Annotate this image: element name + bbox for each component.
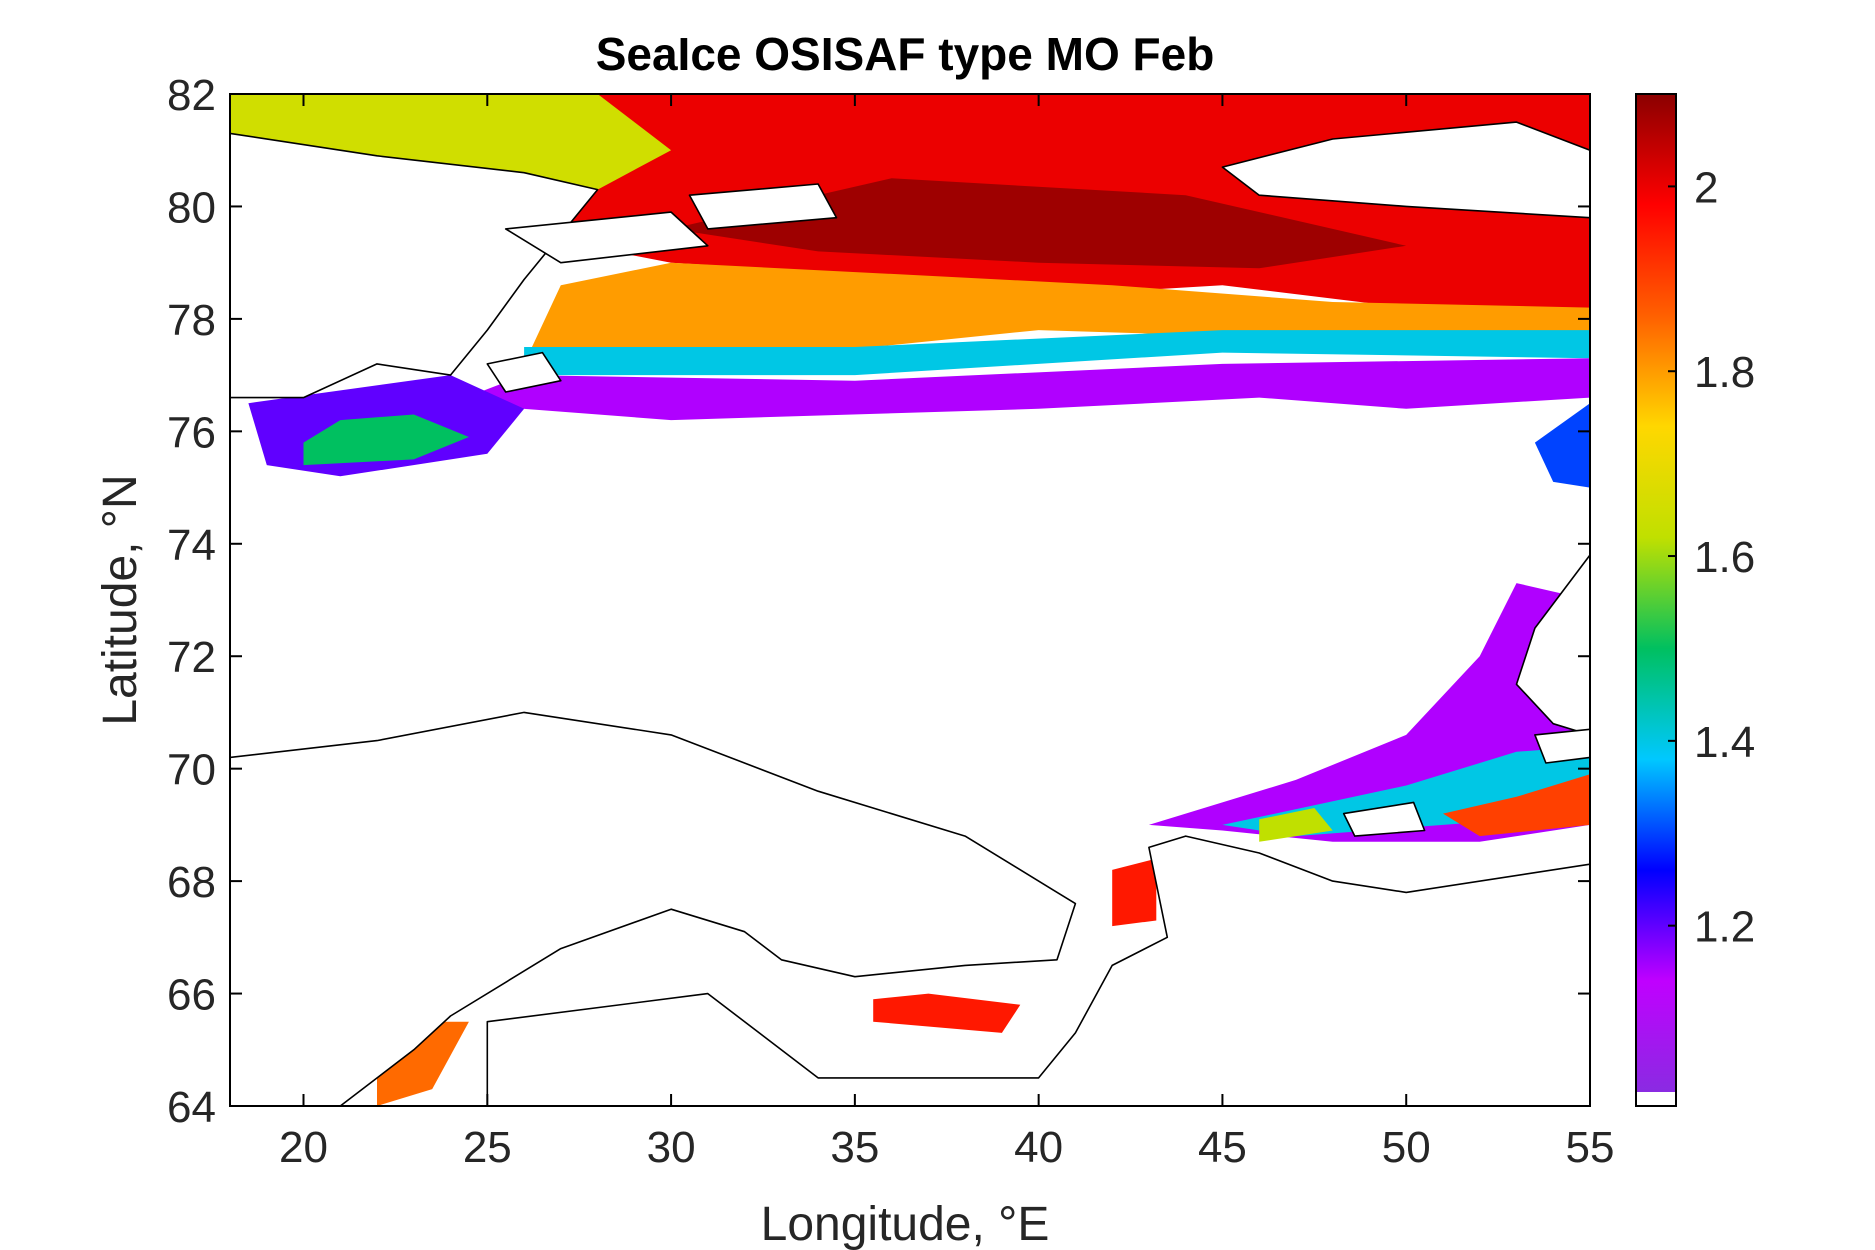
- x-tick-label: 50: [1382, 1123, 1431, 1172]
- y-tick-label: 64: [167, 1083, 216, 1132]
- ice-region-north-band-blue-edge: [524, 330, 1590, 376]
- land-svalbard: [230, 132, 599, 399]
- ice-region-pechora-sea-green: [1259, 808, 1333, 842]
- y-tick-label: 74: [167, 521, 216, 570]
- colorbar-ticks: 1.2 1.4 1.6 1.8 2: [1668, 163, 1755, 952]
- x-tick-label: 30: [647, 1123, 696, 1172]
- x-axis-label: Longitude, °E: [761, 1198, 1050, 1250]
- y-tick-label: 80: [167, 183, 216, 232]
- x-tick-label: 35: [830, 1123, 879, 1172]
- plot-area: [229, 93, 1591, 1107]
- colorbar-tick-label: 1.4: [1694, 718, 1755, 767]
- land-nordaustlandet: [504, 211, 709, 264]
- colorbar-gradient: [1636, 94, 1676, 1092]
- y-axis-label: Latitude, °N: [94, 474, 147, 725]
- ice-region-north-band-green: [230, 94, 672, 190]
- y-tick-label: 68: [167, 858, 216, 907]
- y-tick-label: 76: [167, 408, 216, 457]
- x-axis: 20 25 30 35 40 45 50 55: [279, 94, 1614, 1172]
- land-vaygach: [1534, 728, 1590, 764]
- colorbar-tick-label: 1.6: [1694, 533, 1755, 582]
- land-scandinavia-kola: [230, 711, 1077, 1106]
- plot-frame: [229, 93, 1591, 1107]
- ice-region-gulf-of-bothnia: [377, 1021, 469, 1106]
- x-tick-label: 20: [279, 1123, 328, 1172]
- colorbar-frame: [1635, 93, 1677, 1107]
- x-tick-label: 40: [1014, 1123, 1063, 1172]
- land-franz-josef-land: [1221, 121, 1590, 219]
- land-kolguev-island: [1342, 801, 1426, 837]
- ice-region-north-band-purple-edge: [450, 358, 1590, 421]
- land-kvitoya-island: [688, 183, 838, 230]
- y-tick-label: 66: [167, 971, 216, 1020]
- x-tick-label: 25: [463, 1123, 512, 1172]
- land-masks: [230, 121, 1590, 1106]
- ice-region-onega-bay: [873, 993, 1021, 1033]
- colorbar-no-data: [1636, 1092, 1676, 1106]
- ice-region-pechora-sea-orange: [1443, 774, 1590, 837]
- y-tick-label: 70: [167, 746, 216, 795]
- y-axis: 64 66 68 70 72 74 76 78 80 82: [167, 71, 1590, 1132]
- ice-region-north-band-dark-core: [671, 178, 1407, 269]
- land-kanin-mainland: [486, 835, 1590, 1106]
- land-barentsoya: [486, 351, 562, 393]
- x-tick-label: 45: [1198, 1123, 1247, 1172]
- land-novaya-zemlya-south: [1515, 554, 1590, 736]
- x-tick-label: 55: [1566, 1123, 1615, 1172]
- ice-regions: [230, 94, 1590, 1106]
- chart-title: SeaIce OSISAF type MO Feb: [596, 28, 1215, 80]
- colorbar: 1.2 1.4 1.6 1.8 2: [1635, 93, 1755, 1107]
- ice-region-mezen-bay: [1112, 858, 1157, 927]
- colorbar-tick-label: 1.8: [1694, 348, 1755, 397]
- colorbar-tick-label: 2: [1694, 163, 1718, 212]
- y-tick-label: 82: [167, 71, 216, 120]
- ice-region-novaya-zemlya-edge: [1534, 403, 1590, 488]
- ice-region-svalbard-south-green: [303, 414, 469, 466]
- y-tick-label: 78: [167, 296, 216, 345]
- colorbar-tick-label: 1.2: [1694, 903, 1755, 952]
- y-tick-label: 72: [167, 633, 216, 682]
